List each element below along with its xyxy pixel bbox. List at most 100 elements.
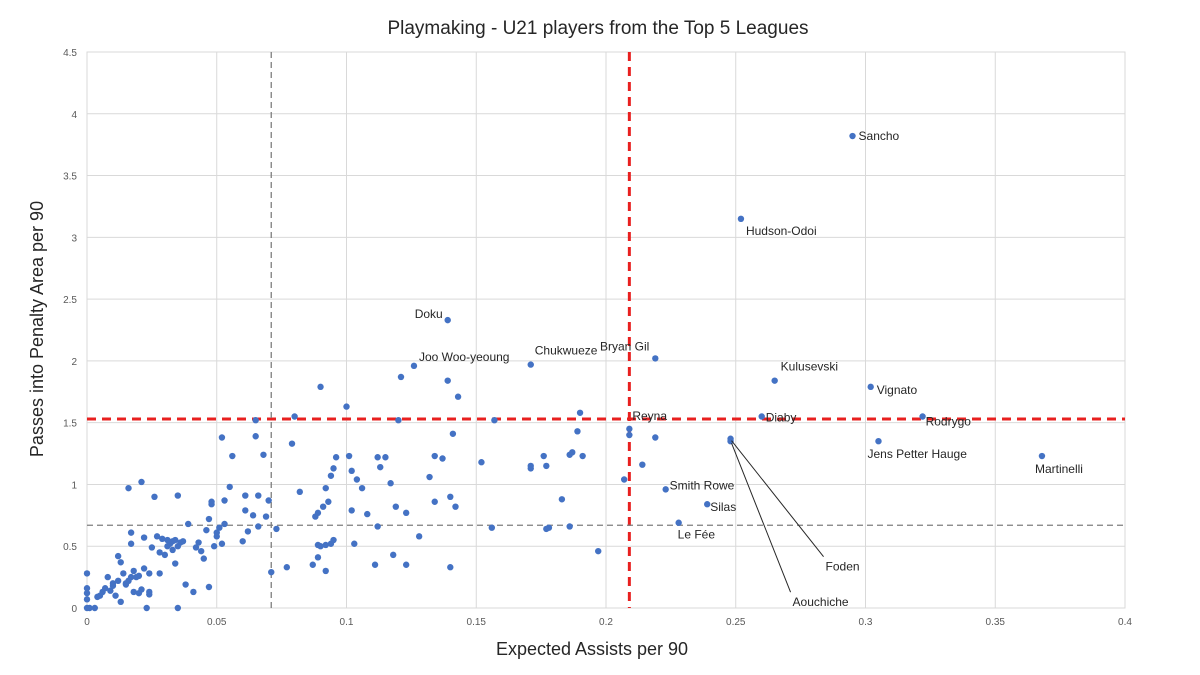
point-label-joo-woo-yeoung: Joo Woo-yeoung [419, 350, 510, 364]
x-axis-label: Expected Assists per 90 [496, 639, 688, 659]
data-point [652, 434, 659, 441]
data-points [83, 132, 1046, 612]
data-point-rodrygo [919, 413, 926, 420]
data-point [330, 465, 337, 472]
x-tick-label: 0.2 [599, 617, 613, 628]
data-point [216, 524, 223, 531]
data-point [107, 587, 114, 594]
data-point [83, 596, 91, 603]
data-point [444, 377, 451, 384]
data-point [351, 540, 358, 547]
data-point [348, 507, 355, 514]
data-point [260, 451, 267, 458]
data-point [130, 567, 137, 575]
data-point [358, 484, 366, 492]
point-label-hudson-odoi: Hudson-Odoi [746, 224, 817, 238]
data-point [229, 452, 236, 460]
data-point [190, 588, 197, 596]
data-point [205, 515, 213, 523]
data-point [322, 567, 329, 575]
data-point [200, 555, 207, 562]
data-point [392, 503, 400, 510]
data-point [478, 459, 485, 466]
data-point [343, 403, 350, 410]
x-tick-label: 0.15 [467, 617, 487, 628]
data-point [161, 551, 169, 559]
data-point [242, 492, 249, 499]
data-point [332, 454, 340, 461]
data-point [213, 529, 220, 536]
data-point [620, 476, 628, 483]
connector-aouchiche [731, 443, 792, 593]
data-point [439, 455, 446, 462]
data-point [296, 488, 303, 496]
data-point [120, 570, 127, 577]
plot-frame [86, 51, 1126, 609]
x-tick-label: 0.1 [340, 617, 354, 628]
data-point-reyna [626, 425, 633, 433]
data-point-joo-woo-yeoung [410, 362, 418, 370]
data-point [148, 544, 156, 551]
data-point [195, 539, 202, 546]
point-label-kulusevski: Kulusevski [781, 360, 838, 374]
y-tick-label: 2 [71, 357, 77, 368]
x-tick-labels: 0 0.05 0.1 0.15 0.2 0.25 0.3 0.35 0.4 [84, 617, 1132, 628]
point-label-le-f-e: Le Fée [678, 528, 716, 542]
data-point [127, 529, 135, 536]
data-point [203, 526, 210, 534]
data-point [174, 492, 182, 499]
data-point-jens-petter-hauge [875, 438, 882, 445]
data-point [595, 547, 602, 555]
point-label-reyna: Reyna [632, 409, 667, 423]
point-label-doku: Doku [415, 307, 443, 321]
data-point [86, 604, 93, 612]
data-point [317, 383, 324, 391]
data-point [454, 393, 462, 400]
data-point [319, 503, 327, 510]
data-point [101, 585, 109, 592]
data-point [283, 564, 291, 571]
data-point [540, 452, 547, 460]
data-point [114, 577, 122, 585]
data-point [117, 598, 124, 606]
data-point-kulusevski [771, 377, 778, 384]
data-point [273, 525, 280, 533]
data-point-chukwueze [527, 361, 534, 368]
data-point [130, 588, 137, 596]
data-point [325, 498, 332, 505]
data-point [104, 573, 111, 581]
data-point [140, 565, 148, 572]
point-label-sancho: Sancho [859, 129, 900, 143]
data-point [226, 483, 233, 491]
y-tick-labels: 0 0.5 1 1.5 2 2.5 3 3.5 4 4.5 [63, 48, 77, 615]
data-point [268, 568, 275, 576]
data-point [452, 503, 459, 510]
data-point-silas [704, 501, 711, 508]
data-point [192, 544, 200, 551]
data-point [348, 467, 355, 475]
data-point [169, 546, 176, 554]
data-point [218, 434, 226, 441]
data-point-sancho [849, 132, 856, 140]
point-label-martinelli: Martinelli [1035, 462, 1083, 476]
data-point [415, 533, 423, 540]
data-point [447, 564, 454, 571]
y-tick-label: 3 [71, 233, 77, 244]
data-point [574, 428, 581, 435]
data-point [371, 561, 379, 568]
point-label-foden: Foden [826, 560, 860, 574]
data-point [252, 416, 259, 424]
point-label-jens-petter-hauge: Jens Petter Hauge [867, 447, 967, 461]
data-point [576, 409, 584, 416]
data-point [317, 543, 324, 550]
data-point [146, 591, 153, 598]
connector-foden [731, 440, 824, 558]
data-point-doku [444, 316, 451, 324]
data-point [153, 533, 161, 540]
data-point [353, 476, 361, 483]
data-point [579, 452, 586, 460]
data-point [172, 536, 179, 544]
y-tick-label: 2.5 [63, 295, 77, 306]
data-point [138, 586, 145, 593]
